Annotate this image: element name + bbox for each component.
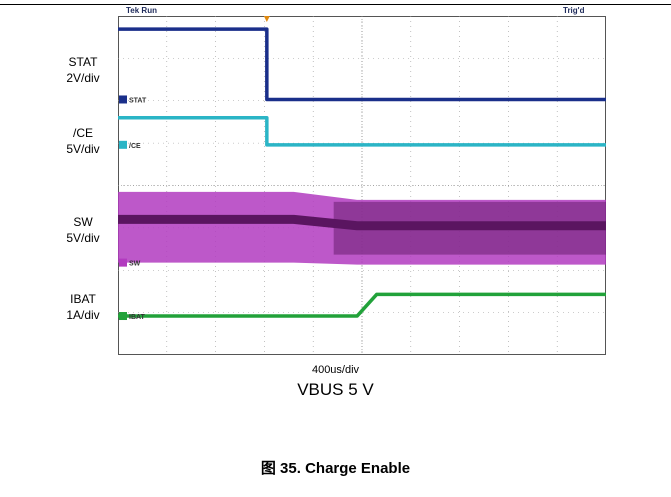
scope-traces — [118, 27, 606, 318]
trace-ibat — [118, 292, 606, 318]
channel-label-sw: SW 5V/div — [53, 214, 113, 246]
channel-name: SW — [73, 215, 93, 229]
channel-label-stat: STAT 2V/div — [53, 54, 113, 86]
oscilloscope-plot: STAT/CE SW IBAT — [118, 16, 606, 355]
trace-sw — [118, 214, 606, 231]
channel-scale: 5V/div — [66, 142, 100, 156]
channel-markers: STAT/CE SW IBAT — [119, 16, 270, 321]
channel-scale: 1A/div — [66, 308, 100, 322]
channel-marker-icon — [119, 258, 127, 267]
channel-marker-icon — [119, 140, 127, 149]
trace-stat — [118, 27, 606, 102]
channel-marker-label: /CE — [129, 143, 141, 150]
trace-ce — [118, 115, 606, 147]
channel-marker-label: IBAT — [129, 314, 146, 321]
top-rule — [0, 4, 671, 5]
figure-caption: 图 35. Charge Enable — [260, 460, 411, 477]
oscilloscope-screen: STAT/CE SW IBAT — [118, 16, 606, 355]
scope-grid — [118, 16, 606, 355]
channel-marker-label: STAT — [129, 97, 147, 104]
channel-label-ibat: IBAT 1A/div — [53, 291, 113, 323]
channel-scale: 5V/div — [66, 231, 100, 245]
channel-name: /CE — [72, 126, 93, 140]
time-scale-label: 400us/div — [311, 364, 360, 376]
channel-name: STAT — [68, 55, 98, 69]
channel-scale: 2V/div — [66, 71, 100, 85]
trigger-marker-icon — [263, 16, 270, 22]
channel-marker-icon — [119, 312, 127, 321]
scope-run-status: Tek Run — [126, 6, 157, 15]
channel-marker-icon — [119, 95, 127, 104]
channel-label-ce: /CE 5V/div — [53, 125, 113, 157]
channel-name: IBAT — [70, 292, 96, 306]
scope-trigger-status: Trig'd — [563, 6, 585, 15]
channel-marker-label: SW — [129, 261, 141, 268]
test-condition-label: VBUS 5 V — [297, 380, 374, 399]
